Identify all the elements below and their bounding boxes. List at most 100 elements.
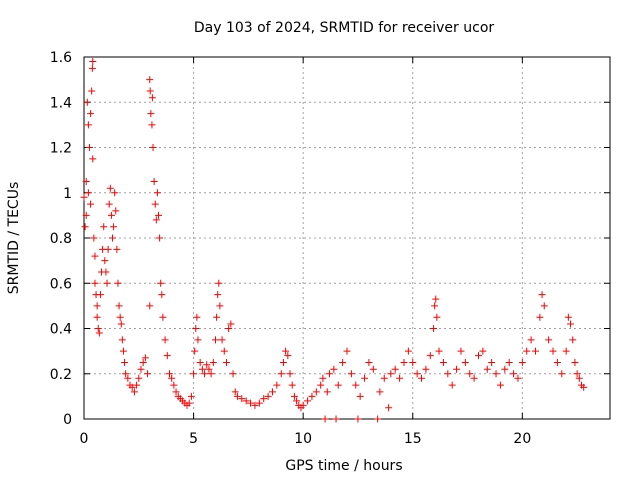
data-point (323, 388, 331, 396)
data-point (432, 295, 440, 303)
data-point (461, 358, 469, 366)
data-point (299, 401, 307, 409)
data-point (113, 245, 121, 253)
data-point (83, 98, 91, 106)
data-point (510, 370, 518, 378)
data-point (435, 347, 443, 355)
data-point (116, 313, 124, 321)
data-point (198, 365, 206, 373)
data-point (81, 223, 89, 231)
data-point (163, 352, 171, 360)
data-point (107, 211, 115, 219)
data-point (356, 392, 364, 400)
data-point (343, 347, 351, 355)
y-axis: 0 0.2 0.4 0.6 0.8 1 1.2 1.4 1.6 (50, 50, 610, 428)
data-point (531, 347, 539, 355)
data-point (332, 415, 340, 423)
data-point (251, 401, 259, 409)
data-point (128, 383, 136, 391)
grid-layer (84, 57, 610, 419)
data-point (422, 365, 430, 373)
data-point (505, 358, 513, 366)
data-point (89, 155, 97, 163)
data-point (369, 365, 377, 373)
data-point (391, 365, 399, 373)
data-point (82, 211, 90, 219)
data-point (538, 291, 546, 299)
data-point (135, 374, 143, 382)
data-point (187, 392, 195, 400)
data-point (161, 336, 169, 344)
data-point (284, 352, 292, 360)
y-tick-label: 0.6 (50, 276, 72, 292)
data-point (518, 358, 526, 366)
data-point (247, 399, 255, 407)
data-point (104, 245, 112, 253)
data-point (147, 110, 155, 118)
data-point (146, 87, 154, 95)
data-point (90, 234, 98, 242)
data-point (172, 388, 180, 396)
data-point (106, 184, 114, 192)
data-point (144, 370, 152, 378)
data-point (119, 347, 127, 355)
data-point (218, 336, 226, 344)
data-point (282, 347, 290, 355)
data-point (431, 302, 439, 310)
data-point (293, 397, 301, 405)
data-point (433, 313, 441, 321)
data-point (569, 336, 577, 344)
data-point (91, 252, 99, 260)
data-point (89, 58, 97, 66)
data-point (157, 279, 165, 287)
x-tick-label: 20 (513, 431, 531, 447)
data-point (102, 268, 110, 276)
data-point (562, 347, 570, 355)
data-point (196, 358, 204, 366)
data-point (118, 336, 126, 344)
data-point (194, 336, 202, 344)
data-point (159, 313, 167, 321)
data-point (85, 144, 93, 151)
data-point (94, 325, 102, 332)
data-point (334, 381, 342, 389)
data-point (153, 189, 161, 197)
data-point (103, 279, 111, 287)
x-tick-label: 15 (404, 431, 422, 447)
data-point (124, 374, 132, 382)
data-point (193, 313, 201, 321)
data-point (168, 374, 176, 382)
data-point (483, 365, 491, 373)
data-point (192, 325, 200, 332)
chart-title: Day 103 of 2024, SRMTID for receiver uco… (194, 20, 495, 36)
data-point (100, 223, 108, 231)
data-point (317, 381, 325, 389)
data-point (209, 358, 217, 366)
y-tick-label: 1 (63, 186, 72, 202)
data-point (330, 365, 338, 373)
data-point (149, 144, 157, 151)
data-point (575, 374, 583, 382)
data-points (80, 58, 588, 423)
data-point (277, 370, 285, 378)
data-point (203, 361, 211, 369)
data-point (352, 381, 360, 389)
data-point (312, 388, 320, 396)
data-point (264, 392, 272, 400)
data-point (185, 399, 193, 407)
y-tick-label: 0 (63, 412, 72, 428)
data-point (87, 200, 95, 208)
data-point (213, 313, 221, 321)
data-point (156, 234, 164, 242)
data-point (400, 358, 408, 366)
data-point (191, 347, 199, 355)
data-point (365, 358, 373, 366)
data-point (93, 313, 101, 321)
data-point (146, 302, 154, 310)
data-point (558, 370, 566, 378)
data-point (325, 370, 333, 378)
data-point (540, 302, 548, 310)
data-point (527, 336, 535, 344)
data-point (96, 291, 104, 299)
data-point (220, 347, 228, 355)
